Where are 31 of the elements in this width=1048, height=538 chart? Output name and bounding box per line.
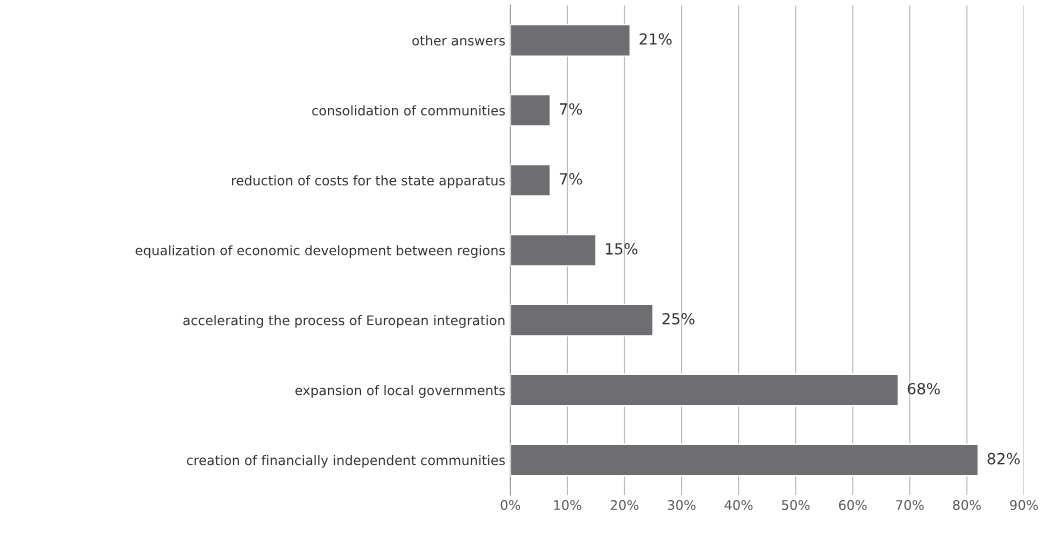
- y-tick-label: other answers: [412, 35, 505, 46]
- y-tick-label: expansion of local governments: [295, 385, 505, 398]
- y-tick-label: consolidation of communities: [312, 105, 505, 116]
- x-tick-label: 30%: [667, 500, 696, 511]
- bar: [510, 303, 654, 337]
- data-label: 7%: [559, 173, 583, 185]
- x-tick-label: 0%: [500, 500, 521, 511]
- y-tick-label: equalization of economic development between regions: [135, 245, 505, 258]
- x-tick-label: 90%: [1010, 500, 1038, 511]
- data-label: 21%: [639, 33, 672, 45]
- y-tick-label: creation of financially independent communities: [186, 454, 505, 468]
- y-tick-label: accelerating the process of European integration: [183, 315, 505, 328]
- y-tick-label: reduction of costs for the state apparatus: [232, 175, 505, 188]
- data-label: 15%: [605, 243, 638, 255]
- x-tick-label: 60%: [838, 500, 867, 511]
- x-tick-label: 70%: [896, 500, 924, 511]
- x-tick-label: 20%: [610, 500, 639, 511]
- bar: [510, 443, 979, 477]
- x-tick-label: 50%: [782, 500, 810, 511]
- bar: [510, 93, 552, 127]
- data-label: 7%: [559, 103, 583, 115]
- bar: [510, 163, 552, 197]
- data-label: 82%: [987, 452, 1020, 465]
- bar: [510, 373, 900, 407]
- bar: [510, 233, 597, 267]
- data-label: 25%: [662, 312, 695, 325]
- x-tick-label: 80%: [953, 500, 981, 511]
- x-tick-label: 10%: [554, 500, 582, 511]
- bar: [510, 23, 631, 57]
- data-label: 68%: [907, 382, 940, 395]
- x-tick-label: 40%: [724, 500, 753, 511]
